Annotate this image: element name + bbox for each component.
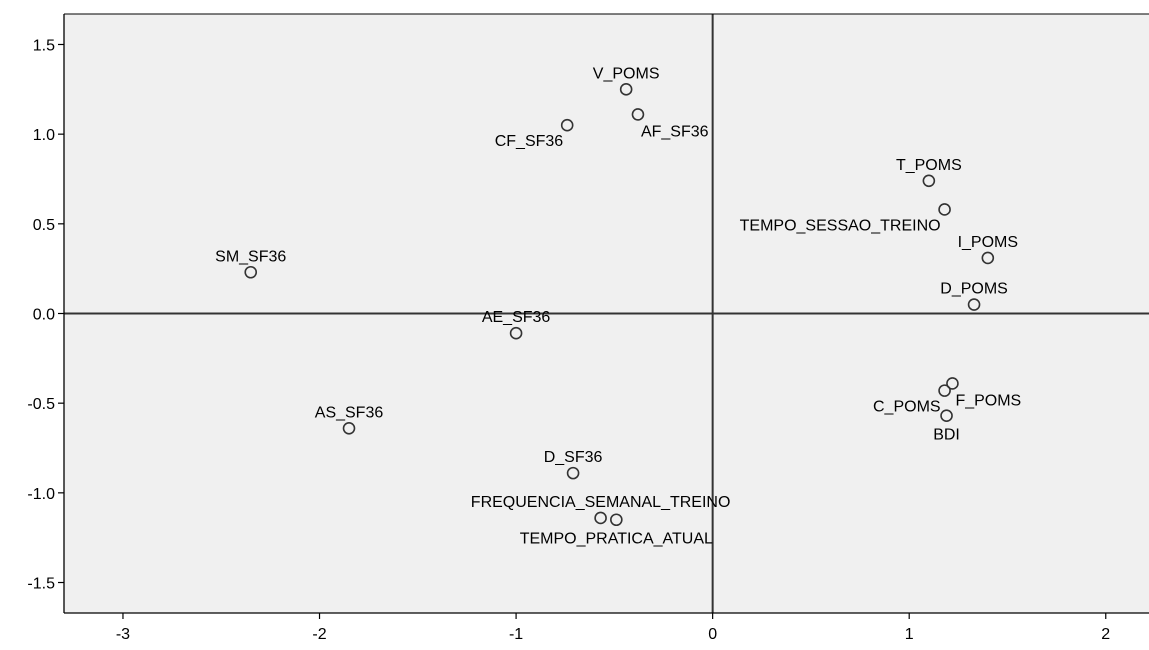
data-point [610, 513, 623, 527]
data-point [967, 298, 981, 311]
x-tick-label: -1 [509, 626, 523, 643]
data-point-label: C_POMS [873, 399, 941, 416]
data-point-label: SM_SF36 [215, 248, 286, 265]
x-tick-label: -3 [116, 626, 130, 643]
data-point-group: AF_SF36 [631, 108, 709, 140]
reference-lines [64, 14, 1149, 613]
y-tick-label: 0.0 [33, 307, 55, 324]
data-point-label: FREQUENCIA_SEMANAL_TREINO [471, 494, 731, 511]
data-point-group: CF_SF36 [495, 118, 574, 150]
data-point-label: AS_SF36 [315, 404, 384, 421]
data-point-group: FREQUENCIA_SEMANAL_TREINO [471, 494, 731, 525]
data-point [631, 108, 645, 121]
data-point-group: TEMPO_PRATICA_ATUAL [520, 513, 713, 548]
y-tick-label: -0.5 [27, 396, 55, 413]
x-tick-label: 1 [905, 626, 914, 643]
data-point-label: F_POMS [955, 392, 1021, 409]
x-tick-label: 0 [708, 626, 717, 643]
data-point [981, 251, 995, 265]
y-tick-label: 0.5 [33, 217, 55, 234]
data-point-label: BDI [933, 427, 960, 444]
data-point-label: AE_SF36 [482, 309, 551, 326]
data-point-group: C_POMS [873, 384, 951, 416]
x-tick-label: 2 [1101, 626, 1110, 643]
data-point-group: AE_SF36 [482, 309, 551, 340]
data-point-group: SM_SF36 [215, 248, 286, 279]
data-point [922, 174, 936, 188]
data-point [509, 326, 523, 340]
data-point [244, 265, 258, 279]
y-axis: 1.5 1.0 0.5 0.0 -0.5 -1.0 -1.5 [27, 37, 64, 593]
data-point [560, 118, 574, 132]
x-axis: -3 -2 -1 0 1 2 [116, 613, 1110, 643]
y-tick-label: 1.5 [33, 37, 55, 54]
data-point-label: D_POMS [940, 281, 1008, 298]
data-point-group: D_POMS [940, 281, 1008, 311]
data-point-label: V_POMS [593, 65, 660, 82]
data-point [342, 421, 356, 435]
data-point [946, 377, 959, 390]
y-tick-label: -1.5 [27, 576, 55, 593]
data-point-label: AF_SF36 [641, 123, 709, 140]
data-point-group: I_POMS [958, 234, 1018, 265]
data-point-group: TEMPO_SESSAO_TREINO [740, 203, 951, 234]
data-point-group: T_POMS [896, 157, 962, 188]
data-point [619, 83, 633, 96]
x-tick-label: -2 [312, 626, 326, 643]
data-points: V_POMS AF_SF36 CF_SF36 T_POMS TEMPO_SESSAO_T… [215, 65, 1021, 547]
data-point-group: V_POMS [593, 65, 660, 96]
data-point-group: F_POMS [946, 377, 1021, 409]
data-point-group: D_SF36 [544, 449, 603, 480]
data-point-label: D_SF36 [544, 449, 603, 466]
data-point-label: I_POMS [958, 234, 1018, 251]
data-point-group: BDI [933, 409, 960, 444]
data-point [566, 466, 580, 480]
data-point-label: TEMPO_SESSAO_TREINO [740, 217, 941, 234]
data-point [940, 409, 953, 423]
y-tick-label: 1.0 [33, 127, 55, 144]
data-point-group: AS_SF36 [315, 404, 384, 435]
data-point-label: TEMPO_PRATICA_ATUAL [520, 531, 713, 548]
y-tick-label: -1.0 [27, 486, 55, 503]
data-point-label: CF_SF36 [495, 133, 564, 150]
data-point [938, 384, 951, 397]
data-point [594, 511, 607, 525]
data-point [938, 203, 951, 216]
data-point-label: T_POMS [896, 157, 962, 174]
